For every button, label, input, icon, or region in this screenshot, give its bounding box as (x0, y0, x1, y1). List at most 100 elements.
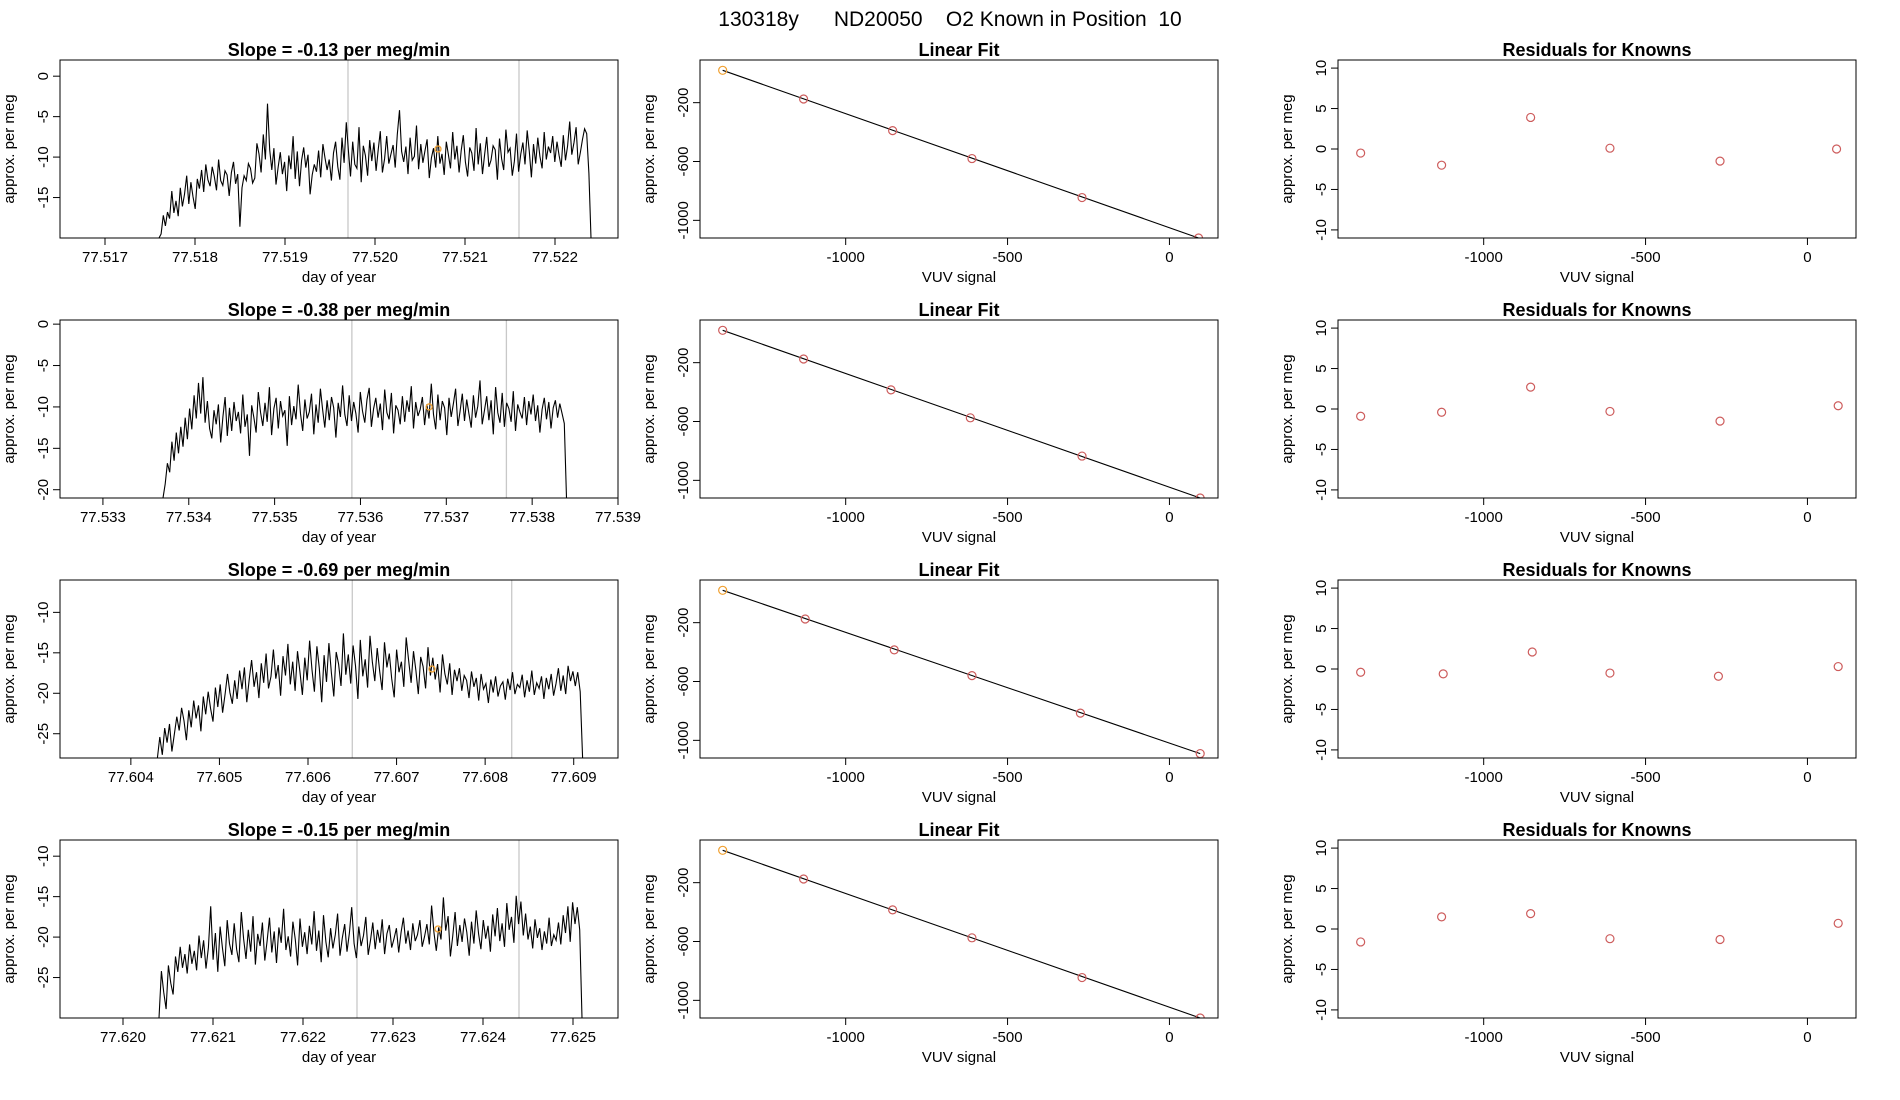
x-tick-label: -500 (993, 1029, 1023, 1046)
x-tick-label: -1000 (827, 249, 865, 266)
y-tick-label: 10 (1313, 840, 1330, 857)
data-point (1356, 148, 1366, 158)
plot-area (1356, 112, 1842, 170)
x-tick-label: -500 (993, 769, 1023, 786)
plot-frame (59, 59, 619, 239)
y-tick-label: -5 (35, 110, 52, 123)
y-tick-label: -10 (1313, 479, 1330, 501)
highlight-point (434, 145, 442, 153)
data-point (718, 845, 728, 855)
panel-title: Linear Fit (918, 560, 999, 580)
x-tick-label: -500 (1631, 769, 1661, 786)
y-tick-label: -10 (1313, 999, 1330, 1021)
x-tick-label: -1000 (1465, 1029, 1503, 1046)
y-tick-label: 0 (1313, 665, 1330, 673)
y-axis-label: approx. per meg (1, 614, 18, 723)
plot-frame (699, 319, 1219, 499)
data-point (1605, 668, 1615, 678)
y-axis-label: approx. per meg (1279, 874, 1296, 983)
fit-line (722, 589, 1201, 755)
y-tick-label: -20 (35, 479, 52, 501)
y-tick-label: -5 (1313, 443, 1330, 456)
data-point (718, 65, 728, 75)
x-tick-label: -1000 (827, 1029, 865, 1046)
panel-1-3: Residuals for Knowns -1000 -500 0 -10 -5 0 5 10 V… (1279, 40, 1857, 286)
fit-line (722, 849, 1201, 1018)
fit-line (722, 69, 1199, 238)
plot-area (1356, 647, 1843, 681)
data-point (1526, 909, 1536, 919)
y-tick-label: -600 (675, 406, 692, 436)
y-tick-label: -5 (1313, 183, 1330, 196)
plot-frame (59, 319, 619, 499)
y-tick-label: -200 (675, 88, 692, 118)
data-point (965, 413, 975, 423)
data-point (1436, 160, 1447, 170)
y-tick-label: -25 (35, 967, 52, 989)
x-tick-label: 77.535 (252, 509, 298, 526)
y-tick-label: -1000 (675, 981, 692, 1019)
y-axis-label: approx. per meg (641, 94, 658, 203)
data-point (967, 671, 977, 681)
data-point (1605, 934, 1615, 944)
fit-line (722, 329, 1201, 498)
data-point (1075, 708, 1086, 718)
y-tick-label: -20 (35, 682, 52, 704)
x-tick-label: -1000 (827, 509, 865, 526)
data-point (800, 614, 810, 624)
data-point (967, 933, 977, 943)
plot-frame (59, 839, 619, 1019)
x-tick-label: 77.604 (108, 769, 154, 786)
y-tick-label: -5 (35, 359, 52, 372)
page-title: 130318y ND20050 O2 Known in Position 10 (718, 8, 1181, 31)
data-point (888, 905, 898, 915)
y-tick-label: -20 (35, 926, 52, 948)
x-tick-label: 77.538 (509, 509, 555, 526)
y-axis-label: approx. per meg (1279, 94, 1296, 203)
y-tick-label: 10 (1313, 60, 1330, 77)
highlight-point (434, 925, 442, 933)
y-axis-label: approx. per meg (1279, 354, 1296, 463)
plot-frame (1337, 59, 1857, 239)
x-tick-label: 77.625 (550, 1029, 596, 1046)
y-tick-label: -200 (675, 608, 692, 638)
data-point (889, 645, 899, 655)
panel-4-2: Linear Fit -1000 -500 0 -1000 -600 -200 VUV sig… (641, 820, 1219, 1066)
panel-2-2: Linear Fit -1000 -500 0 -1000 -600 -200 VUV sig… (641, 300, 1219, 546)
x-tick-label: 77.533 (80, 509, 126, 526)
panel-title: Residuals for Knowns (1502, 40, 1691, 60)
y-tick-label: -10 (1313, 219, 1330, 241)
x-tick-label: 77.609 (551, 769, 597, 786)
x-tick-label: 77.607 (374, 769, 420, 786)
x-axis-label: VUV signal (1560, 529, 1634, 546)
y-tick-label: -15 (35, 187, 52, 209)
x-axis-label: day of year (302, 1049, 376, 1066)
y-tick-label: 0 (1313, 925, 1330, 933)
x-tick-label: 77.622 (280, 1029, 326, 1046)
plot-area (158, 60, 592, 238)
y-tick-label: -10 (35, 396, 52, 418)
x-tick-label: 77.534 (166, 509, 212, 526)
x-tick-label: 0 (1803, 1029, 1811, 1046)
x-axis-label: VUV signal (922, 1049, 996, 1066)
y-tick-label: -10 (35, 146, 52, 168)
x-axis-label: VUV signal (1560, 269, 1634, 286)
data-point (1605, 143, 1615, 153)
x-tick-label: -1000 (1465, 769, 1503, 786)
x-tick-label: 77.519 (262, 249, 308, 266)
panel-title: Slope = -0.38 per meg/min (228, 300, 451, 320)
y-axis-label: approx. per meg (1, 874, 18, 983)
x-tick-label: -500 (993, 509, 1023, 526)
data-point (1715, 416, 1725, 426)
data-point (888, 126, 898, 136)
series-line (162, 377, 568, 498)
highlight-point (425, 403, 433, 411)
data-point (1605, 406, 1615, 417)
data-point (798, 354, 809, 364)
panel-title: Residuals for Knowns (1502, 820, 1691, 840)
x-axis-label: VUV signal (922, 269, 996, 286)
data-point (1713, 671, 1724, 681)
x-tick-label: 77.520 (352, 249, 398, 266)
plot-frame (1337, 579, 1857, 759)
